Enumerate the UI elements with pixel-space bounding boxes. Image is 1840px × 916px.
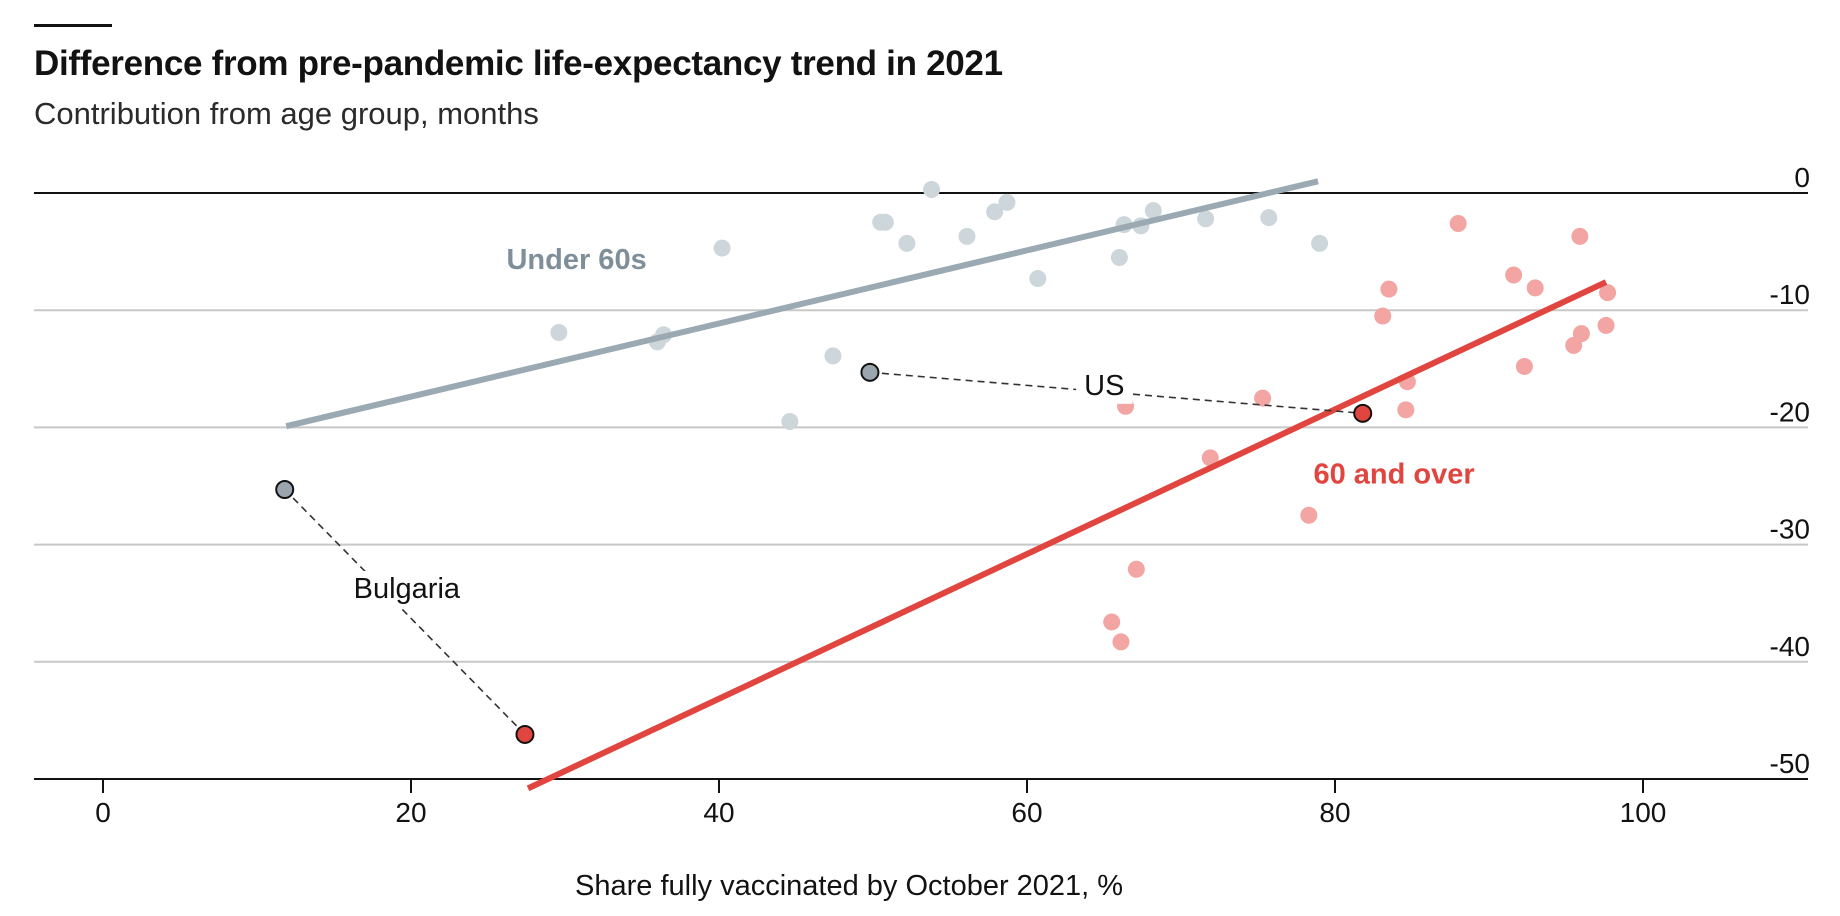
under-60s-point-11: [958, 227, 976, 245]
under-60s-point-4: [986, 203, 1004, 221]
under-60s-point-0: [923, 180, 941, 198]
us-label: US: [1084, 370, 1124, 402]
60-and-over-point-6: [1374, 307, 1392, 325]
y-tick-label-3: -30: [1770, 514, 1810, 545]
x-tick-label-4: 80: [1319, 797, 1350, 828]
under-60s-trend-line: [285, 178, 1319, 430]
y-tick-label-5: -50: [1770, 748, 1810, 779]
under-60s-point-3: [998, 193, 1016, 211]
60-and-over-point-0: [1449, 214, 1467, 232]
under-60s-point-19: [824, 347, 842, 365]
60-and-over-point-8: [1597, 316, 1615, 334]
us-connector: [869, 371, 1363, 415]
60-and-over-point-17: [1127, 560, 1145, 578]
under-60s-point-9: [1260, 209, 1278, 227]
60-and-over-series-label: 60 and over: [1313, 459, 1474, 491]
highlight-connectors: [284, 371, 1363, 736]
bulgaria-label: Bulgaria: [354, 573, 461, 605]
60-and-over-point-2: [1505, 266, 1523, 284]
60-and-over-point-12: [1254, 389, 1272, 407]
bulgaria-connector: [284, 488, 526, 736]
data-points: [550, 180, 1617, 651]
60-and-over-point-4: [1380, 280, 1398, 298]
x-tick-labels: 0 20 40 60 80 100: [95, 779, 1666, 828]
60-and-over-point-9: [1565, 336, 1583, 354]
bulgaria-60-and-over-point: [515, 724, 535, 744]
us-under-60s-point: [860, 362, 880, 382]
under-60s-point-12: [713, 239, 731, 257]
60-and-over-point-18: [1103, 613, 1121, 631]
x-tick-label-2: 40: [703, 797, 734, 828]
y-tick-label-1: -10: [1770, 279, 1810, 310]
us-label-backing: [1076, 367, 1133, 404]
under-60s-point-5: [1144, 202, 1162, 220]
x-tick-label-5: 100: [1620, 797, 1667, 828]
60-and-over-point-5: [1599, 284, 1617, 302]
chart-title: Difference from pre-pandemic life-expect…: [34, 44, 1003, 83]
60-and-over-point-1: [1571, 227, 1589, 245]
trend-lines: [285, 178, 1608, 792]
chart-subtitle: Contribution from age group, months: [34, 96, 539, 131]
under-60s-point-10: [898, 234, 916, 252]
x-tick-label-1: 20: [395, 797, 426, 828]
60-and-over-point-16: [1300, 506, 1318, 524]
60-and-over-point-14: [1397, 401, 1415, 419]
x-axis-label: Share fully vaccinated by October 2021, …: [575, 870, 1124, 902]
60-and-over-point-15: [1201, 449, 1219, 467]
under-60s-point-14: [1029, 270, 1047, 288]
gridlines: [34, 192, 1808, 780]
under-60s-point-15: [1311, 234, 1329, 252]
y-tick-label-2: -20: [1770, 396, 1810, 427]
highlight-points: [275, 362, 1373, 744]
y-tick-label-0: 0: [1794, 162, 1810, 193]
under-60s-point-13: [1110, 248, 1128, 266]
under-60s-point-20: [781, 413, 799, 431]
under-60s-point-2: [872, 213, 890, 231]
under-60s-point-8: [1197, 210, 1215, 228]
top-rule: [34, 24, 112, 27]
60-and-over-trend-line: [526, 279, 1608, 792]
x-tick-label-0: 0: [95, 797, 111, 828]
60-and-over-point-10: [1515, 357, 1533, 375]
under-60s-point-16: [550, 323, 568, 341]
x-tick-label-3: 60: [1011, 797, 1042, 828]
y-tick-label-4: -40: [1770, 631, 1810, 662]
60-and-over-point-3: [1526, 279, 1544, 297]
60-and-over-point-19: [1112, 633, 1130, 651]
under-60s-series-label: Under 60s: [506, 244, 646, 276]
us-60-and-over-point: [1353, 403, 1373, 423]
bulgaria-under-60s-point: [275, 480, 295, 500]
bulgaria-label-backing: [345, 570, 469, 607]
y-tick-labels: 0 -10 -20 -30 -40 -50: [1770, 162, 1810, 779]
